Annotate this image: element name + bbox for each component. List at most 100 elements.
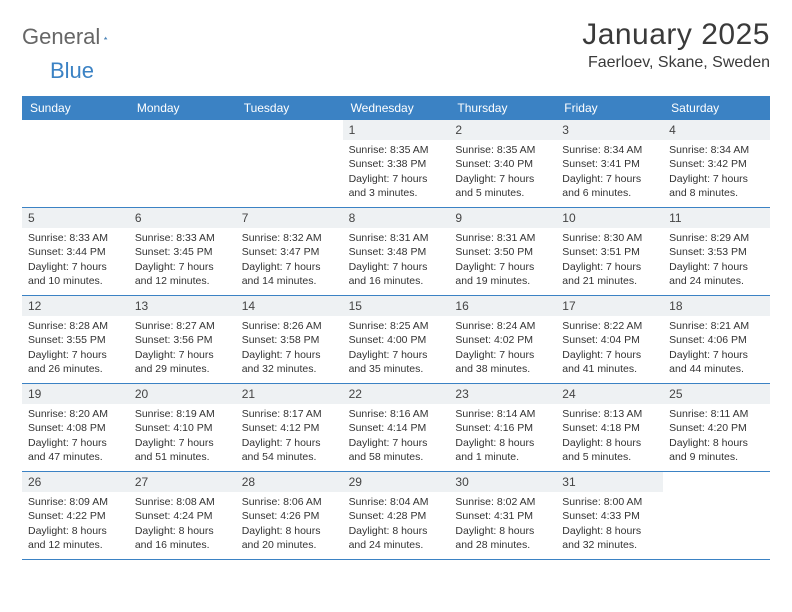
- day1-text: Daylight: 7 hours: [242, 436, 337, 450]
- sunrise-text: Sunrise: 8:28 AM: [28, 319, 123, 333]
- day-cell: 9Sunrise: 8:31 AMSunset: 3:50 PMDaylight…: [449, 208, 556, 296]
- sunset-text: Sunset: 3:44 PM: [28, 245, 123, 259]
- day1-text: Daylight: 8 hours: [242, 524, 337, 538]
- sunset-text: Sunset: 4:22 PM: [28, 509, 123, 523]
- day-number: 29: [343, 472, 450, 492]
- day2-text: and 21 minutes.: [562, 274, 657, 288]
- sunrise-text: Sunrise: 8:24 AM: [455, 319, 550, 333]
- sunrise-text: Sunrise: 8:32 AM: [242, 231, 337, 245]
- day1-text: Daylight: 7 hours: [669, 260, 764, 274]
- day-number: 9: [449, 208, 556, 228]
- sunset-text: Sunset: 3:50 PM: [455, 245, 550, 259]
- day1-text: Daylight: 7 hours: [135, 348, 230, 362]
- day-number: 2: [449, 120, 556, 140]
- sunrise-text: Sunrise: 8:31 AM: [349, 231, 444, 245]
- sunrise-text: Sunrise: 8:25 AM: [349, 319, 444, 333]
- day1-text: Daylight: 7 hours: [562, 348, 657, 362]
- day2-text: and 28 minutes.: [455, 538, 550, 552]
- day2-text: and 8 minutes.: [669, 186, 764, 200]
- sunset-text: Sunset: 4:28 PM: [349, 509, 444, 523]
- month-title: January 2025: [582, 18, 770, 52]
- sunrise-text: Sunrise: 8:22 AM: [562, 319, 657, 333]
- day-number: 12: [22, 296, 129, 316]
- logo: General: [22, 18, 128, 50]
- sunrise-text: Sunrise: 8:26 AM: [242, 319, 337, 333]
- sunrise-text: Sunrise: 8:02 AM: [455, 495, 550, 509]
- sunrise-text: Sunrise: 8:09 AM: [28, 495, 123, 509]
- sunset-text: Sunset: 3:41 PM: [562, 157, 657, 171]
- sunset-text: Sunset: 3:48 PM: [349, 245, 444, 259]
- sunset-text: Sunset: 3:53 PM: [669, 245, 764, 259]
- logo-text-general: General: [22, 24, 100, 50]
- day1-text: Daylight: 7 hours: [455, 348, 550, 362]
- sunrise-text: Sunrise: 8:33 AM: [28, 231, 123, 245]
- day-cell: 18Sunrise: 8:21 AMSunset: 4:06 PMDayligh…: [663, 296, 770, 384]
- day-number: 11: [663, 208, 770, 228]
- day2-text: and 12 minutes.: [28, 538, 123, 552]
- weekday-header: Monday: [129, 96, 236, 120]
- sunrise-text: Sunrise: 8:16 AM: [349, 407, 444, 421]
- day-number: 7: [236, 208, 343, 228]
- day2-text: and 32 minutes.: [562, 538, 657, 552]
- day-number: 17: [556, 296, 663, 316]
- sunset-text: Sunset: 4:04 PM: [562, 333, 657, 347]
- day2-text: and 20 minutes.: [242, 538, 337, 552]
- day2-text: and 35 minutes.: [349, 362, 444, 376]
- day2-text: and 6 minutes.: [562, 186, 657, 200]
- day-cell: 27Sunrise: 8:08 AMSunset: 4:24 PMDayligh…: [129, 472, 236, 560]
- weekday-header: Friday: [556, 96, 663, 120]
- sunrise-text: Sunrise: 8:08 AM: [135, 495, 230, 509]
- day-cell: 2Sunrise: 8:35 AMSunset: 3:40 PMDaylight…: [449, 120, 556, 208]
- day1-text: Daylight: 7 hours: [135, 260, 230, 274]
- day-cell: 26Sunrise: 8:09 AMSunset: 4:22 PMDayligh…: [22, 472, 129, 560]
- day-cell: 14Sunrise: 8:26 AMSunset: 3:58 PMDayligh…: [236, 296, 343, 384]
- sunrise-text: Sunrise: 8:31 AM: [455, 231, 550, 245]
- day-number: 21: [236, 384, 343, 404]
- sunset-text: Sunset: 3:58 PM: [242, 333, 337, 347]
- day-cell: 23Sunrise: 8:14 AMSunset: 4:16 PMDayligh…: [449, 384, 556, 472]
- day2-text: and 41 minutes.: [562, 362, 657, 376]
- sunset-text: Sunset: 4:18 PM: [562, 421, 657, 435]
- day-number: 23: [449, 384, 556, 404]
- day1-text: Daylight: 7 hours: [349, 260, 444, 274]
- day1-text: Daylight: 7 hours: [242, 260, 337, 274]
- sunset-text: Sunset: 3:55 PM: [28, 333, 123, 347]
- sunset-text: Sunset: 4:31 PM: [455, 509, 550, 523]
- day2-text: and 12 minutes.: [135, 274, 230, 288]
- day1-text: Daylight: 7 hours: [349, 172, 444, 186]
- day-number: 18: [663, 296, 770, 316]
- day2-text: and 5 minutes.: [562, 450, 657, 464]
- day2-text: and 1 minute.: [455, 450, 550, 464]
- day-cell: 24Sunrise: 8:13 AMSunset: 4:18 PMDayligh…: [556, 384, 663, 472]
- day-cell: 13Sunrise: 8:27 AMSunset: 3:56 PMDayligh…: [129, 296, 236, 384]
- day-number: 24: [556, 384, 663, 404]
- day-cell: 29Sunrise: 8:04 AMSunset: 4:28 PMDayligh…: [343, 472, 450, 560]
- sunset-text: Sunset: 3:40 PM: [455, 157, 550, 171]
- empty-cell: [22, 120, 129, 208]
- empty-cell: [129, 120, 236, 208]
- day1-text: Daylight: 7 hours: [669, 172, 764, 186]
- day2-text: and 54 minutes.: [242, 450, 337, 464]
- sunrise-text: Sunrise: 8:35 AM: [349, 143, 444, 157]
- day2-text: and 16 minutes.: [349, 274, 444, 288]
- sunset-text: Sunset: 4:08 PM: [28, 421, 123, 435]
- day-cell: 6Sunrise: 8:33 AMSunset: 3:45 PMDaylight…: [129, 208, 236, 296]
- day-cell: 15Sunrise: 8:25 AMSunset: 4:00 PMDayligh…: [343, 296, 450, 384]
- day-number: 6: [129, 208, 236, 228]
- day-cell: 10Sunrise: 8:30 AMSunset: 3:51 PMDayligh…: [556, 208, 663, 296]
- day2-text: and 47 minutes.: [28, 450, 123, 464]
- sunset-text: Sunset: 4:12 PM: [242, 421, 337, 435]
- sunrise-text: Sunrise: 8:35 AM: [455, 143, 550, 157]
- weekday-header: Tuesday: [236, 96, 343, 120]
- sunrise-text: Sunrise: 8:19 AM: [135, 407, 230, 421]
- sunrise-text: Sunrise: 8:14 AM: [455, 407, 550, 421]
- day-number: 16: [449, 296, 556, 316]
- day2-text: and 44 minutes.: [669, 362, 764, 376]
- sunset-text: Sunset: 4:26 PM: [242, 509, 337, 523]
- day2-text: and 16 minutes.: [135, 538, 230, 552]
- day-cell: 31Sunrise: 8:00 AMSunset: 4:33 PMDayligh…: [556, 472, 663, 560]
- empty-cell: [663, 472, 770, 560]
- location: Faerloev, Skane, Sweden: [582, 54, 770, 72]
- day-number: 1: [343, 120, 450, 140]
- sunrise-text: Sunrise: 8:11 AM: [669, 407, 764, 421]
